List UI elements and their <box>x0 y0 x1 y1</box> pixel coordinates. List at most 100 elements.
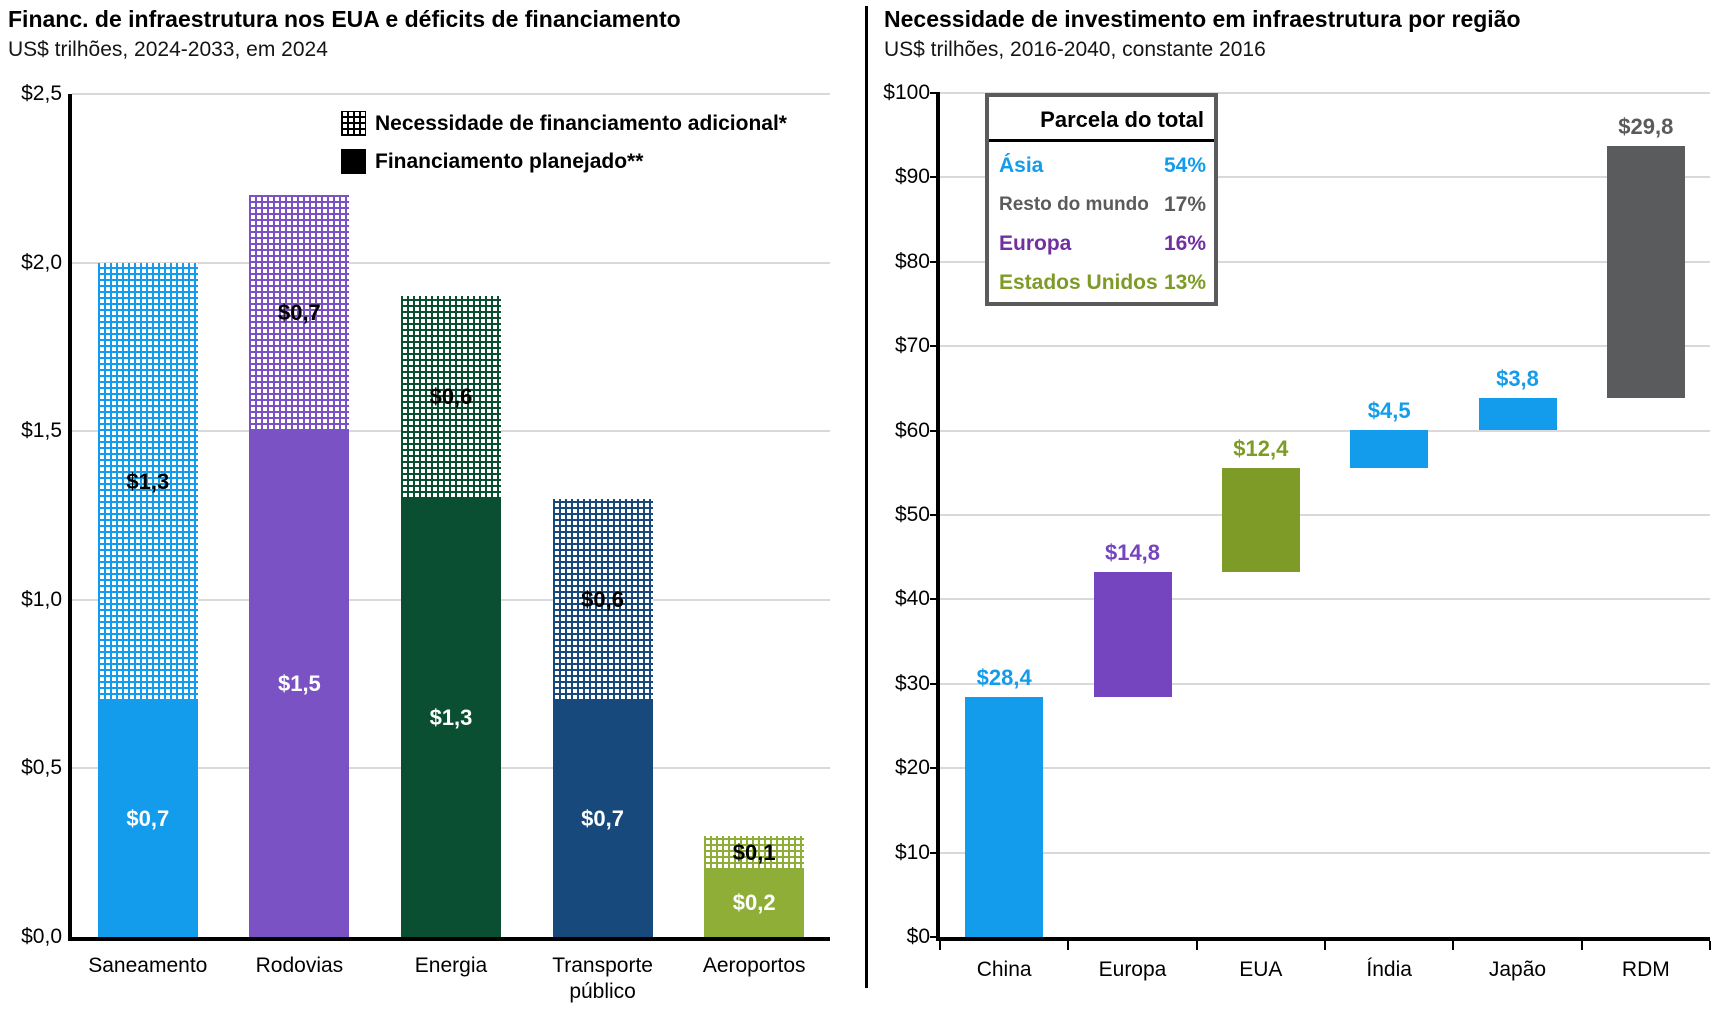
right-y-axis-tick <box>930 260 940 263</box>
legend-label-additional-need: Necessidade de financiamento adicional* <box>375 111 787 135</box>
right-y-axis-tick <box>930 514 940 516</box>
right-chart-title: Necessidade de investimento em infraestr… <box>884 6 1521 32</box>
waterfall-value-label: $4,5 <box>1367 397 1411 423</box>
share-percent-value: 13% <box>1163 270 1206 294</box>
left-y-axis <box>68 94 72 941</box>
bar-planned-value-label: $0,2 <box>732 890 776 916</box>
right-x-axis-tick <box>1580 941 1583 950</box>
bar-planned-funding-segment <box>401 498 501 937</box>
waterfall-bar <box>1350 429 1429 468</box>
waterfall-value-label: $29,8 <box>1618 114 1674 140</box>
left-category-label: Transporte público <box>552 954 653 1004</box>
share-region-label: Resto do mundo <box>999 193 1149 215</box>
right-y-tick-label: $70 <box>894 334 930 358</box>
right-y-axis-tick <box>930 767 940 770</box>
right-gridline <box>940 176 1710 179</box>
right-y-axis-tick <box>930 851 940 854</box>
right-y-axis-tick <box>930 429 940 432</box>
left-y-tick-label: $1,5 <box>21 419 62 443</box>
bar-additional-need-segment <box>97 262 198 701</box>
right-y-axis-tick <box>930 682 940 685</box>
right-category-label: RDM <box>1621 958 1670 981</box>
share-of-total-table: Parcela do total Ásia 54% Resto do mundo 17… <box>985 93 1218 306</box>
right-y-tick-label: $60 <box>894 418 930 442</box>
solid-swatch-icon <box>341 149 366 174</box>
waterfall-bar <box>1478 397 1557 430</box>
legend-row-additional-need: Necessidade de financiamento adicional* <box>341 111 787 136</box>
right-y-axis-tick <box>930 176 940 179</box>
right-gridline <box>940 260 1710 263</box>
right-y-tick-label: $40 <box>894 587 930 611</box>
right-category-label: Europa <box>1098 958 1167 981</box>
bar-planned-value-label: $0,7 <box>126 805 170 831</box>
share-table-row: Europa 16% <box>989 224 1214 263</box>
right-category-label: Índia <box>1366 958 1412 981</box>
share-region-label: Estados Unidos <box>999 270 1158 294</box>
right-y-tick-label: $30 <box>894 671 930 695</box>
right-y-tick-label: $20 <box>894 756 930 780</box>
share-table-row: Resto do mundo 17% <box>989 185 1214 224</box>
share-table-rows: Ásia 54% Resto do mundo 17% Europa 16% Estados… <box>989 142 1214 302</box>
right-y-axis <box>936 93 940 941</box>
bar-planned-value-label: $0,7 <box>581 805 625 831</box>
right-category-label: China <box>976 958 1032 981</box>
share-region-label: Europa <box>999 231 1072 255</box>
right-chart-subtitle: US$ trilhões, 2016-2040, constante 2016 <box>884 38 1266 61</box>
share-percent-value: 16% <box>1163 231 1206 255</box>
right-gridline <box>940 345 1710 348</box>
share-table-row: Estados Unidos 13% <box>989 263 1214 302</box>
left-y-tick-label: $0,5 <box>21 756 62 780</box>
left-y-tick-label: $1,0 <box>21 587 62 611</box>
bar-additional-need-segment <box>249 195 350 432</box>
waterfall-bar <box>1221 467 1300 573</box>
waterfall-value-label: $12,4 <box>1233 435 1289 461</box>
right-category-label: Japão <box>1488 958 1547 981</box>
bar-additional-need-segment <box>704 835 805 870</box>
bar-planned-funding-segment <box>249 431 350 937</box>
waterfall-bar <box>965 697 1044 937</box>
pattern-swatch-icon <box>341 111 366 136</box>
right-x-axis-tick <box>1324 941 1326 950</box>
right-y-axis-tick <box>930 92 940 94</box>
share-table-header: Parcela do total <box>989 97 1214 142</box>
right-x-axis-tick <box>1452 941 1455 950</box>
right-gridline <box>940 598 1710 601</box>
right-gridline <box>940 767 1710 770</box>
right-x-axis-tick <box>939 941 941 950</box>
left-category-label: Energia <box>414 954 488 977</box>
right-y-tick-label: $100 <box>883 81 930 104</box>
right-gridline <box>940 851 1710 854</box>
bar-additional-need-segment <box>401 296 501 499</box>
left-category-label: Rodovias <box>255 954 344 977</box>
right-y-tick-label: $80 <box>894 249 930 273</box>
left-chart-title: Financ. de infraestrutura nos EUA e défi… <box>8 6 681 32</box>
share-percent-value: 17% <box>1163 192 1206 216</box>
bar-planned-funding-segment <box>704 869 805 937</box>
bar-additional-value-label: $0,6 <box>429 384 473 410</box>
right-y-tick-label: $50 <box>894 503 930 526</box>
right-y-axis-tick <box>930 936 940 938</box>
bar-additional-value-label: $0,1 <box>732 839 776 865</box>
left-category-label: Saneamento <box>88 954 208 977</box>
bar-additional-need-segment <box>552 498 653 701</box>
left-y-tick-label: $2,0 <box>21 250 62 274</box>
share-percent-value: 54% <box>1163 153 1206 177</box>
right-gridline <box>940 514 1710 516</box>
left-y-tick-label: $0,0 <box>21 925 62 948</box>
right-x-axis <box>936 937 1710 941</box>
bar-planned-value-label: $1,5 <box>277 671 321 697</box>
right-gridline <box>940 682 1710 685</box>
right-gridline <box>940 429 1710 432</box>
right-y-tick-label: $0 <box>906 925 930 948</box>
legend-row-planned-funding: Financiamento planejado** <box>341 149 787 174</box>
right-y-tick-label: $90 <box>894 165 930 189</box>
right-x-axis-tick <box>1709 941 1711 950</box>
left-gridline <box>72 261 830 264</box>
waterfall-value-label: $28,4 <box>976 665 1032 691</box>
panel-divider <box>865 6 868 988</box>
bar-planned-funding-segment <box>552 700 653 937</box>
right-y-axis-tick <box>930 598 940 601</box>
